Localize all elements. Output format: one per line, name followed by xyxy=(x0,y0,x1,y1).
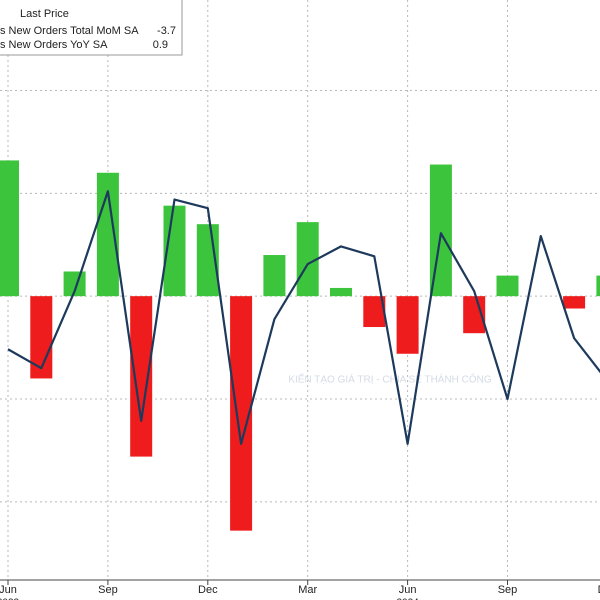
x-tick-label: Jun xyxy=(399,584,417,596)
bar xyxy=(363,296,386,328)
x-tick-label: Dec xyxy=(598,584,600,596)
bar xyxy=(0,160,19,297)
x-tick-label: Dec xyxy=(198,584,218,596)
x-group-label: 2023 xyxy=(0,598,20,600)
bar xyxy=(230,296,253,531)
bar xyxy=(263,255,286,297)
x-tick-label: Sep xyxy=(498,584,518,596)
bar xyxy=(163,205,186,297)
legend-box xyxy=(0,0,183,56)
legend-entry: s New Orders YoY SA xyxy=(0,39,108,51)
x-tick-label: Jun xyxy=(0,584,17,596)
bar xyxy=(563,296,586,309)
line xyxy=(7,190,600,445)
bar xyxy=(496,275,519,297)
bar xyxy=(596,275,600,297)
bar xyxy=(296,222,319,297)
legend-title: Last Price xyxy=(20,8,69,20)
legend-value: -3.7 xyxy=(157,25,176,37)
bar xyxy=(396,296,419,354)
x-group-label: 2024 xyxy=(396,598,419,600)
legend-entry: s New Orders Total MoM SA xyxy=(0,25,139,37)
bar xyxy=(96,172,119,297)
x-tick-label: Mar xyxy=(298,584,317,596)
bar xyxy=(130,296,153,457)
watermark: KIẾN TẠO GIÁ TRỊ - CHIA SẺ THÀNH CÔNG xyxy=(288,373,492,386)
bar xyxy=(330,287,352,297)
x-tick-label: Sep xyxy=(98,584,118,596)
legend-value: 0.9 xyxy=(153,39,168,51)
